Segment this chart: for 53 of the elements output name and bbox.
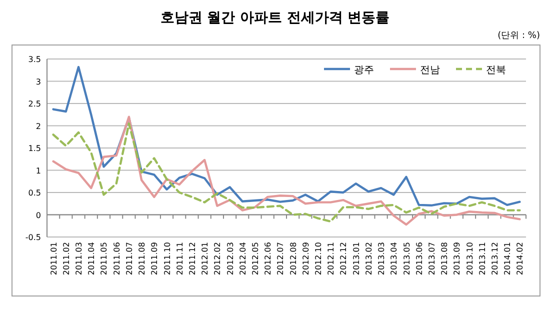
x-tick-label: 2012.11 [326,242,336,276]
x-tick-label: 2013.04 [390,242,399,276]
x-tick-label: 2012.01 [200,242,210,276]
x-tick-label: 2012.12 [339,242,348,276]
text: (단위 : %) [498,31,540,41]
x-tick-label: 2011.06 [112,242,122,276]
y-tick-label: 3 [36,77,41,86]
x-tick-label: 2012.07 [276,242,286,276]
legend-label: 전남 [420,65,440,76]
x-tick-label: 2011.07 [124,242,134,276]
x-tick-label: 2011.05 [100,242,109,276]
y-tick-label: 3.5 [28,55,41,64]
x-tick-label: 2013.08 [440,242,450,276]
x-tick-label: 2011.01 [49,242,58,276]
chart-title: 호남권 월간 아파트 전세가격 변동률 [160,10,390,26]
x-tick-label: 2013.11 [478,242,487,276]
x-tick-label: 2013.03 [377,242,386,276]
y-tick-label: -0.5 [25,233,41,242]
x-tick-label: 2014.02 [516,242,525,276]
y-tick-label: 0 [36,210,41,220]
y-tick-label: 2.5 [28,100,41,108]
x-tick-label: 2012.08 [288,242,298,276]
x-tick-label: 2012.03 [226,242,235,276]
x-tick-label: 2012.09 [301,242,310,276]
y-tick-label: 1.5 [28,144,41,153]
x-tick-label: 2013.06 [414,242,424,276]
x-tick-label: 2013.02 [364,242,374,276]
x-tick-label: 2013.10 [465,242,474,276]
legend-label: 전북 [486,65,506,76]
legend-label: 광주 [354,65,374,76]
x-tick-label: 2013.05 [402,242,412,276]
x-tick-label: 2011.02 [62,242,71,276]
x-tick-label: 2012.06 [264,242,273,276]
x-tick-label: 2013.01 [352,242,361,276]
y-tick-label: 2 [36,122,41,131]
x-tick-label: 2011.04 [87,242,96,276]
x-tick-label: 2011.08 [138,242,147,276]
x-tick-label: 2012.02 [213,242,222,276]
x-tick-label: 2014.01 [503,242,512,276]
x-tick-label: 2012.04 [238,242,248,276]
x-tick-label: 2011.09 [150,242,160,276]
x-tick-label: 2011.11 [175,242,184,276]
x-tick-label: 2011.12 [188,242,197,276]
y-tick-label: 1 [36,166,41,176]
y-tick-label: 0.5 [28,188,41,198]
line-series [52,66,521,207]
x-tick-label: 2012.10 [314,242,324,276]
x-tick-label: 2013.07 [427,242,436,276]
x-tick-label: 2013.12 [490,242,500,276]
x-tick-label: 2011.03 [74,242,84,276]
x-tick-label: 2012.05 [250,242,260,276]
x-tick-label: 2011.10 [162,242,172,276]
x-tick-label: 2013.09 [452,242,462,276]
